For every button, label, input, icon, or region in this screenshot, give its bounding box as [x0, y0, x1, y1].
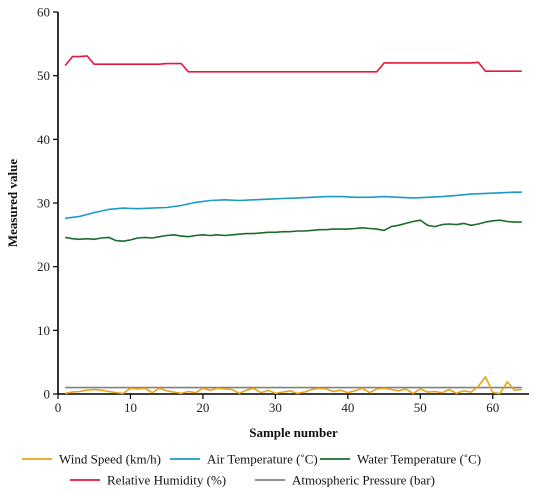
legend-label: Relative Humidity (%) — [107, 473, 226, 488]
axes: 0 10 20 30 40 50 60 0 10 20 30 40 50 60 — [37, 5, 529, 415]
y-tick-label: 0 — [44, 387, 51, 402]
series-line-wind-speed-km-h — [65, 375, 522, 395]
legend-item: Wind Speed (km/h) — [22, 452, 161, 467]
series-line-water-temperature-c — [65, 219, 522, 242]
y-tick-label: 60 — [37, 5, 50, 20]
x-tick-label: 50 — [414, 400, 427, 415]
legend-label: Wind Speed (km/h) — [59, 452, 161, 467]
x-axis-label: Sample number — [249, 425, 338, 440]
legend-item: Atmospheric Pressure (bar) — [255, 473, 435, 488]
legend-item: Relative Humidity (%) — [70, 473, 226, 488]
x-tick-label: 40 — [341, 400, 354, 415]
series-line-air-temperature-c — [65, 191, 522, 220]
legend-label: Air Temperature (˚C) — [207, 452, 318, 467]
x-tick-label: 30 — [269, 400, 282, 415]
legend: Wind Speed (km/h) Air Temperature (˚C) Wat… — [22, 452, 481, 488]
series-line-relative-humidity — [64, 55, 522, 73]
y-tick-label: 30 — [37, 196, 50, 211]
x-tick-label: 0 — [55, 400, 62, 415]
plot-area — [64, 55, 522, 395]
x-tick-label: 10 — [124, 400, 137, 415]
y-tick-label: 20 — [37, 259, 50, 274]
legend-item: Air Temperature (˚C) — [170, 452, 318, 467]
x-tick-label: 60 — [486, 400, 499, 415]
x-tick-label: 20 — [196, 400, 209, 415]
legend-label: Water Temperature (˚C) — [357, 452, 481, 467]
legend-item: Water Temperature (˚C) — [320, 452, 481, 467]
legend-label: Atmospheric Pressure (bar) — [292, 473, 435, 488]
y-tick-label: 10 — [37, 323, 50, 338]
y-tick-label: 40 — [37, 132, 50, 147]
y-tick-label: 50 — [37, 68, 50, 83]
y-axis-label: Measured value — [5, 159, 20, 247]
